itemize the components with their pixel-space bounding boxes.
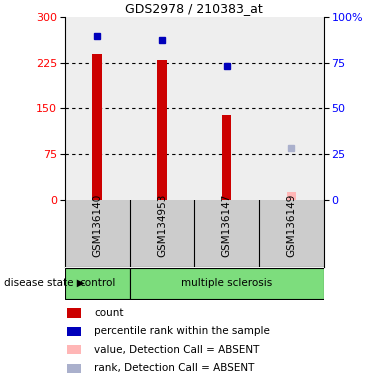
Text: control: control	[79, 278, 115, 288]
Text: multiple sclerosis: multiple sclerosis	[181, 278, 272, 288]
Text: disease state ▶: disease state ▶	[4, 278, 84, 288]
Bar	[65, 268, 130, 299]
Text: count: count	[94, 308, 124, 318]
Text: GSM136140: GSM136140	[92, 194, 102, 257]
Text: GSM134953: GSM134953	[157, 194, 167, 257]
Bar	[92, 54, 102, 200]
Bar	[286, 192, 296, 200]
Bar	[157, 60, 167, 200]
Bar	[130, 268, 324, 299]
Text: rank, Detection Call = ABSENT: rank, Detection Call = ABSENT	[94, 363, 255, 373]
Text: GSM136147: GSM136147	[222, 194, 232, 257]
Text: percentile rank within the sample: percentile rank within the sample	[94, 326, 270, 336]
Title: GDS2978 / 210383_at: GDS2978 / 210383_at	[125, 2, 263, 15]
Bar	[222, 114, 232, 200]
Text: GSM136149: GSM136149	[286, 194, 296, 257]
Text: value, Detection Call = ABSENT: value, Detection Call = ABSENT	[94, 345, 260, 355]
